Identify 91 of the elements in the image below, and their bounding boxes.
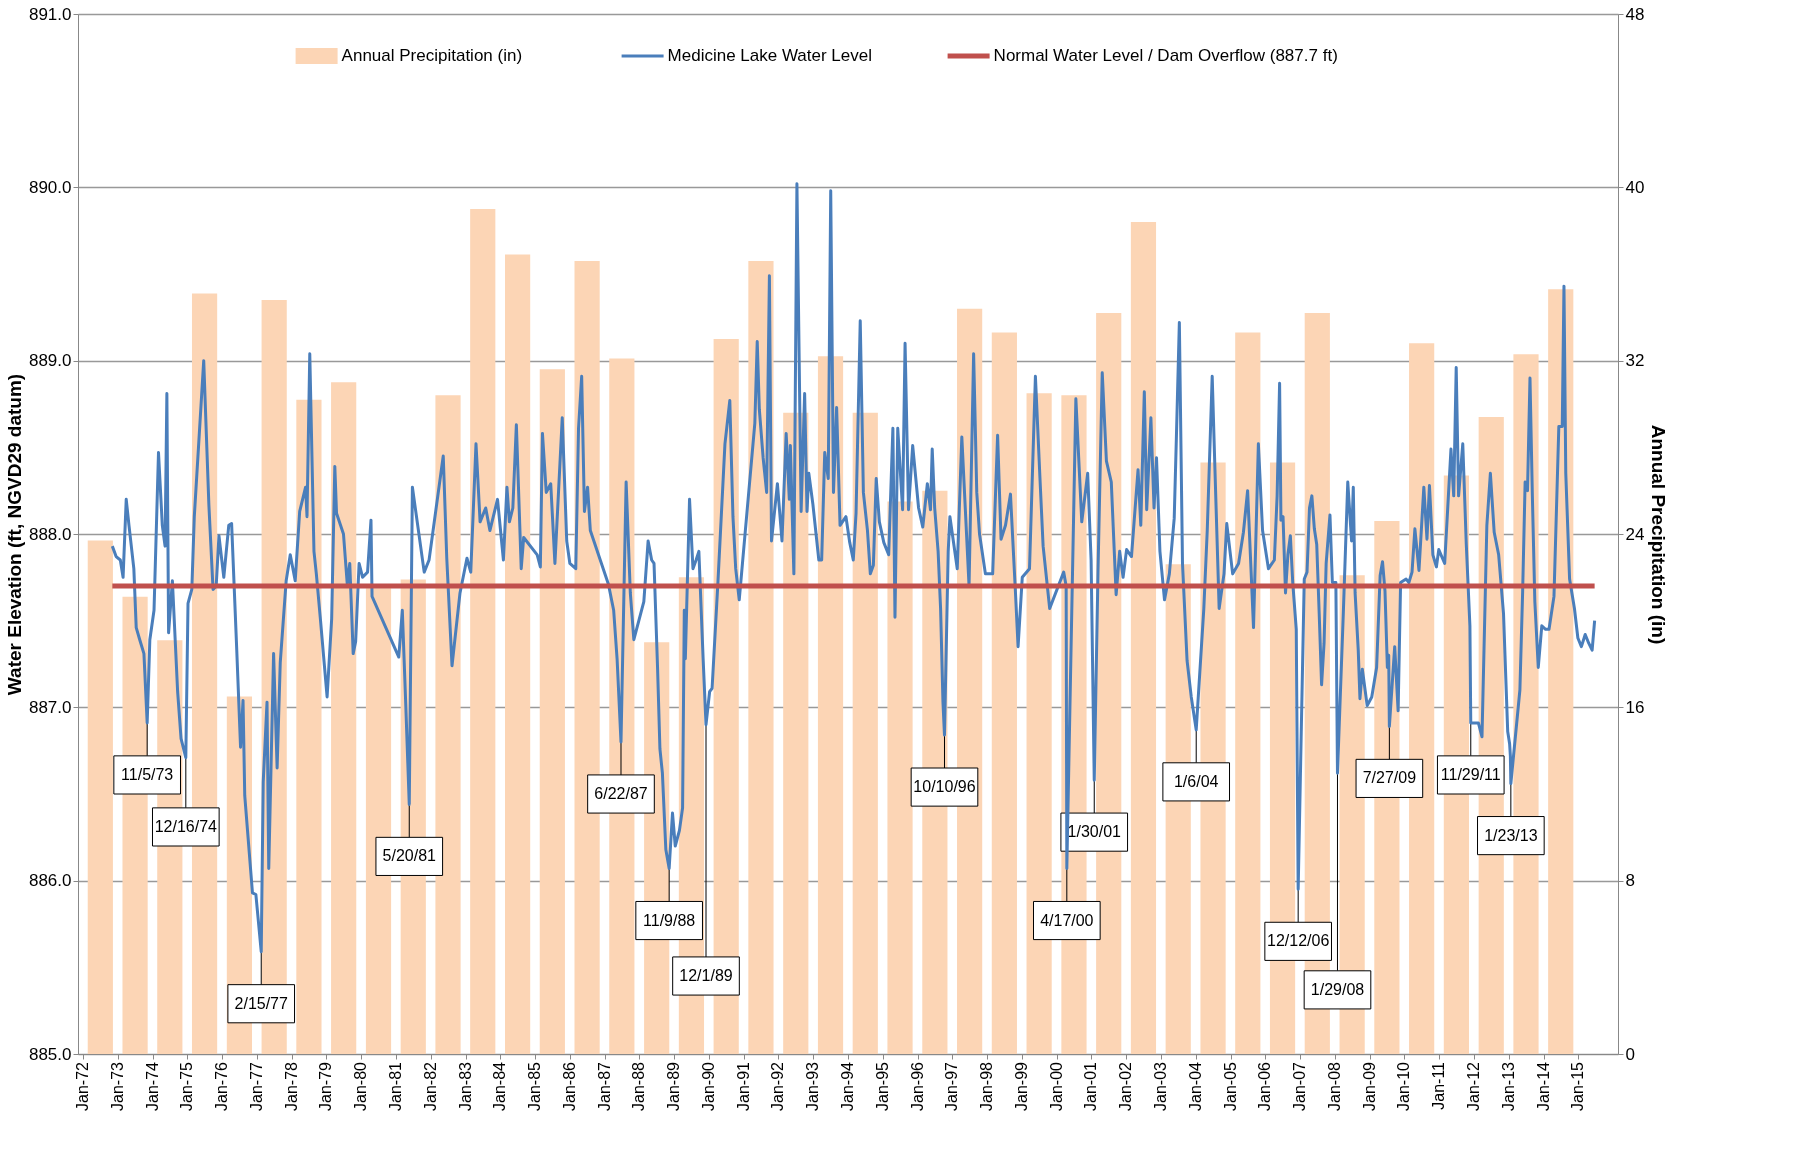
annotation: 5/20/81 [382, 847, 437, 865]
x-tick-label: Jan-13 [1499, 1061, 1517, 1111]
x-tick-label: Jan-81 [387, 1061, 405, 1111]
annotation: 1/23/13 [1484, 826, 1538, 844]
y-tick-label: 886.0 [28, 871, 72, 891]
x-tick-label: Jan-94 [839, 1061, 857, 1111]
x-tick-label: Jan-96 [908, 1061, 926, 1111]
x-tick-label: Jan-99 [1012, 1061, 1030, 1111]
x-tick-label: Jan-00 [1047, 1061, 1065, 1111]
x-tick-label: Jan-83 [456, 1061, 474, 1111]
y-axis-title: Water Elevation (ft, NGVD29 datum) [3, 373, 25, 696]
bar [331, 382, 357, 1054]
y2-tick-label: 40 [1625, 177, 1645, 197]
x-tick-label: Jan-07 [1291, 1061, 1309, 1111]
y-tick-label: 885.0 [28, 1044, 72, 1064]
x-tick-label: Jan-12 [1464, 1061, 1482, 1111]
x-tick-label: Jan-82 [421, 1061, 439, 1111]
x-tick-label: Jan-91 [734, 1061, 752, 1111]
bar [1235, 332, 1261, 1054]
y-tick-label: 890.0 [28, 177, 72, 197]
y-tick-label: 891.0 [28, 4, 72, 24]
x-tick-label: Jan-74 [143, 1061, 161, 1111]
x-tick-label: Jan-04 [1186, 1061, 1204, 1111]
x-tick-label: Jan-97 [943, 1061, 961, 1111]
x-tick-label: Jan-89 [665, 1061, 683, 1111]
y2-tick-label: 0 [1625, 1044, 1635, 1064]
annotation: 1/6/04 [1173, 772, 1219, 790]
x-tick-label: Jan-95 [873, 1061, 891, 1111]
x-tick-label: Jan-93 [804, 1061, 822, 1111]
annotation: 6/22/87 [594, 785, 648, 802]
bar [852, 412, 878, 1054]
bar [435, 395, 461, 1054]
y2-tick-label: 48 [1625, 4, 1645, 24]
x-tick-label: Jan-76 [213, 1061, 231, 1111]
x-tick-label: Jan-92 [769, 1061, 787, 1111]
annotation: 7/27/09 [1362, 769, 1417, 787]
y2-tick-label: 16 [1625, 697, 1645, 717]
bar [296, 399, 322, 1054]
y2-tick-label: 32 [1625, 351, 1645, 371]
y2-axis-title: Annual Precipitation (in) [1648, 424, 1670, 645]
y-tick-label: 887.0 [28, 697, 72, 717]
x-tick-label: Jan-09 [1360, 1061, 1378, 1111]
bar [1130, 222, 1157, 1054]
x-tick-label: Jan-02 [1117, 1061, 1135, 1111]
line-series [110, 182, 1597, 954]
annotation: 11/5/73 [121, 765, 174, 783]
x-tick-label: Jan-77 [247, 1061, 265, 1111]
x-tick-label: Jan-06 [1256, 1061, 1274, 1111]
x-tick-label: Jan-86 [560, 1061, 578, 1111]
bar [887, 501, 913, 1054]
x-tick-label: Jan-98 [978, 1061, 996, 1111]
x-tick-label: Jan-01 [1082, 1061, 1100, 1111]
x-tick-label: Jan-10 [1395, 1061, 1413, 1111]
bar [87, 540, 113, 1054]
x-tick-label: Jan-80 [352, 1061, 370, 1111]
x-tick-label: Jan-75 [178, 1061, 196, 1111]
annotation: 11/29/11 [1440, 765, 1501, 783]
annotation: 12/1/89 [679, 967, 733, 984]
legend-label: Annual Precipitation (in) [341, 46, 523, 65]
x-tick-label: Jan-85 [526, 1061, 544, 1111]
x-tick-label: Jan-08 [1325, 1061, 1343, 1111]
annotation: 11/9/88 [643, 911, 696, 929]
x-tick-label: Jan-72 [74, 1061, 91, 1111]
x-tick-label: Jan-79 [317, 1061, 335, 1111]
x-tick-label: Jan-84 [491, 1061, 509, 1111]
x-tick-label: Jan-11 [1430, 1061, 1448, 1110]
x-tick-label: Jan-87 [595, 1061, 613, 1111]
x-tick-label: Jan-90 [699, 1061, 717, 1111]
y2-tick-label: 8 [1625, 871, 1635, 891]
bar [470, 209, 496, 1054]
x-tick-label: Jan-14 [1534, 1061, 1552, 1111]
x-tick-label: Jan-05 [1221, 1061, 1239, 1111]
y-tick-label: 888.0 [28, 524, 72, 544]
y-tick-label: 889.0 [28, 351, 72, 371]
legend-label: Normal Water Level / Dam Overflow (887.7 ft) [993, 46, 1338, 65]
bar [505, 254, 531, 1054]
x-tick-label: Jan-03 [1151, 1061, 1169, 1111]
x-tick-label: Jan-88 [630, 1061, 648, 1111]
annotation: 12/12/06 [1267, 932, 1330, 950]
annotation: 2/15/77 [234, 994, 289, 1012]
legend-label: Medicine Lake Water Level [667, 46, 873, 65]
bar [539, 369, 565, 1054]
bar [991, 332, 1017, 1054]
x-tick-label: Jan-15 [1569, 1061, 1587, 1111]
annotation: 1/29/08 [1310, 980, 1365, 998]
x-tick-label: Jan-73 [108, 1061, 126, 1111]
y2-tick-label: 24 [1625, 524, 1645, 544]
x-tick-label: Jan-78 [282, 1061, 300, 1111]
annotation: 10/10/96 [913, 778, 976, 796]
annotation: 12/16/74 [154, 817, 218, 835]
annotation: 4/17/00 [1040, 911, 1094, 929]
